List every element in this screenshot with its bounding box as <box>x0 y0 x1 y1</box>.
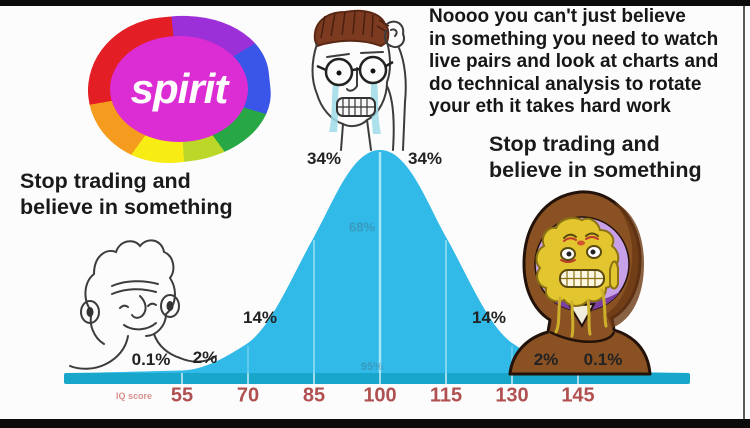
axis-ticks <box>181 373 579 384</box>
hooded-gremlin-wojak-illustration <box>508 190 652 376</box>
spirit-logo: spirit <box>80 6 278 172</box>
segment-label-14-left: 14% <box>242 308 278 327</box>
spirit-logo-center: spirit <box>110 36 248 142</box>
tick-100: 100 <box>363 384 397 407</box>
x-axis-title: IQ score <box>115 391 153 401</box>
right-caption: Stop trading and believe in something <box>489 132 702 182</box>
right-frame-edge <box>743 6 745 419</box>
tick-85: 85 <box>302 384 326 407</box>
calm-wojak-illustration <box>69 239 217 370</box>
std-dev-lines <box>247 152 513 373</box>
segment-label-34-left: 34% <box>306 149 342 168</box>
tick-115: 115 <box>429 384 463 407</box>
segment-label-2-right: 2% <box>533 350 559 369</box>
segment-label-0-1-right: 0.1% <box>583 350 623 369</box>
segment-label-2-left: 2% <box>192 348 218 367</box>
tick-70: 70 <box>236 384 260 407</box>
segment-label-14-right: 14% <box>471 308 507 327</box>
midwit-speech-text: Noooo you can't just believe in somethin… <box>429 6 719 117</box>
segment-label-34-right: 34% <box>407 149 443 168</box>
spirit-logo-text: spirit <box>130 65 229 112</box>
left-caption: Stop trading and believe in something <box>20 169 233 219</box>
bottom-letterbox-bar <box>0 419 750 428</box>
band-label-68: 68% <box>348 219 376 235</box>
band-label-95: 95% <box>360 361 384 373</box>
tick-55: 55 <box>170 384 194 407</box>
segment-label-0-1-left: 0.1% <box>131 350 171 369</box>
bell-curve-area <box>65 150 690 373</box>
tick-145: 145 <box>561 384 595 407</box>
tick-130: 130 <box>495 384 529 407</box>
top-letterbox-bar <box>0 0 750 6</box>
x-axis-bar <box>64 373 690 384</box>
crying-midwit-wojak-illustration <box>311 9 407 151</box>
